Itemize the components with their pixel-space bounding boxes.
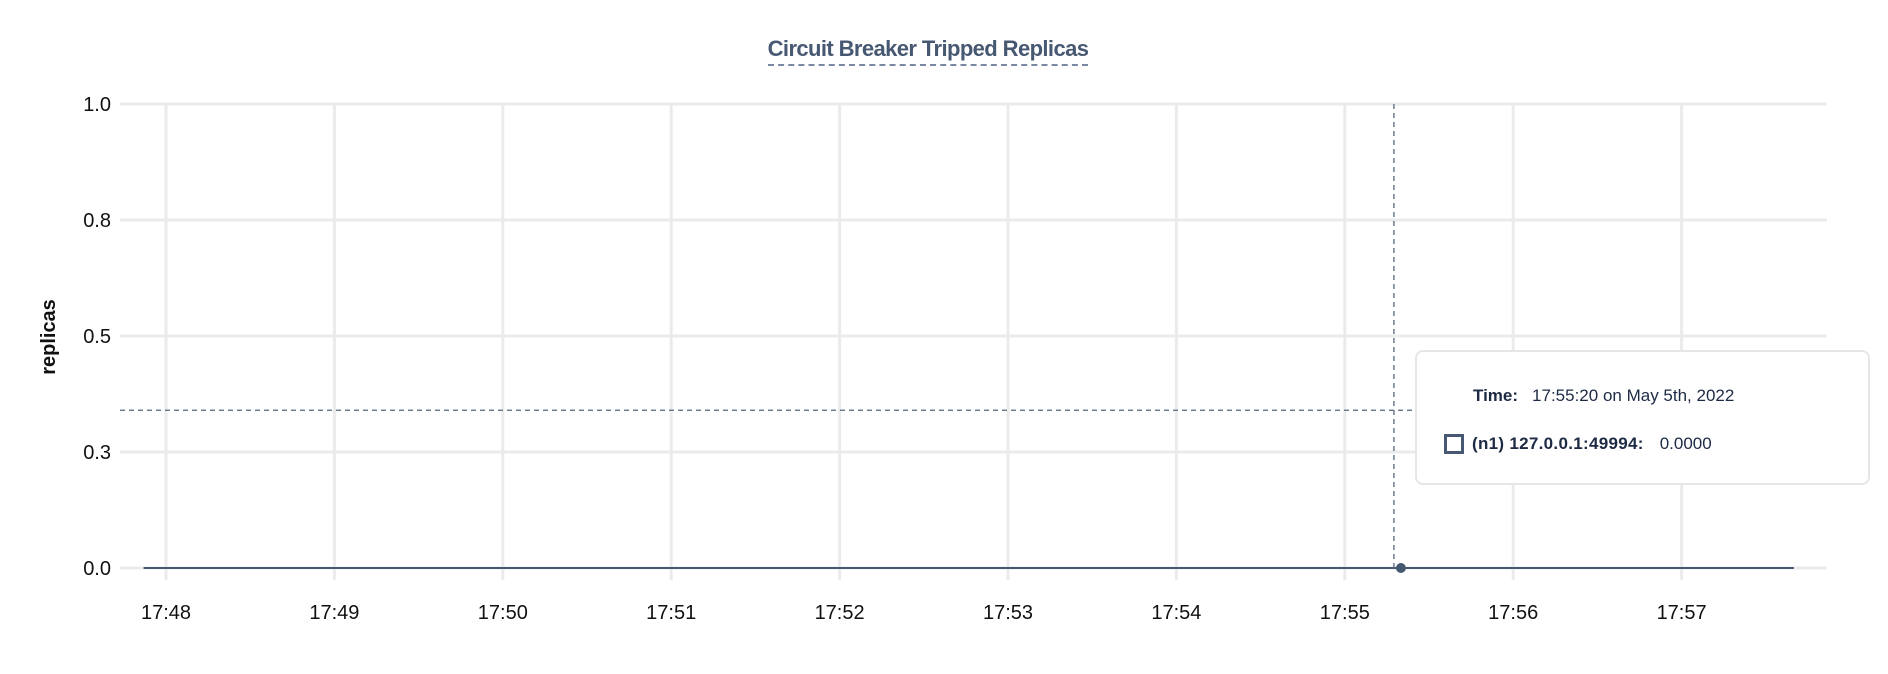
x-tick-label: 17:48 (141, 602, 191, 624)
x-tick-label: 17:50 (478, 602, 528, 624)
tooltip-series-row: (n1) 127.0.0.1:49994: 0.0000 (1444, 434, 1712, 454)
y-tick-label: 0.0 (83, 558, 111, 580)
series-swatch-icon (1444, 434, 1464, 454)
x-tick-label: 17:55 (1320, 602, 1370, 624)
tooltip-time-label: Time: (1473, 386, 1519, 405)
tooltip-series-label: (n1) 127.0.0.1:49994: (1472, 434, 1644, 453)
tooltip-time-value: 17:55:20 on May 5th, 2022 (1532, 386, 1735, 405)
y-tick-label: 0.5 (83, 326, 111, 348)
tooltip-series-value: 0.0000 (1659, 434, 1712, 453)
tooltip-time-row: Time: 17:55:20 on May 5th, 2022 (1473, 386, 1734, 406)
y-tick-label: 0.3 (83, 442, 111, 464)
hover-tooltip: Time: 17:55:20 on May 5th, 2022 (n1) 127.… (1415, 350, 1870, 485)
x-tick-label: 17:56 (1488, 602, 1538, 624)
y-tick-label: 0.8 (83, 210, 111, 232)
x-tick-label: 17:49 (309, 602, 359, 624)
x-tick-label: 17:51 (646, 602, 696, 624)
chart-title[interactable]: Circuit Breaker Tripped Replicas (0, 36, 1856, 66)
chart-title-text[interactable]: Circuit Breaker Tripped Replicas (767, 36, 1089, 66)
x-tick-label: 17:57 (1657, 602, 1707, 624)
x-tick-label: 17:54 (1151, 602, 1201, 624)
x-tick-label: 17:52 (815, 602, 865, 624)
y-tick-label: 1.0 (83, 94, 111, 116)
x-tick-label: 17:53 (983, 602, 1033, 624)
hover-point (1395, 563, 1406, 573)
y-axis-label: replicas (38, 299, 60, 375)
